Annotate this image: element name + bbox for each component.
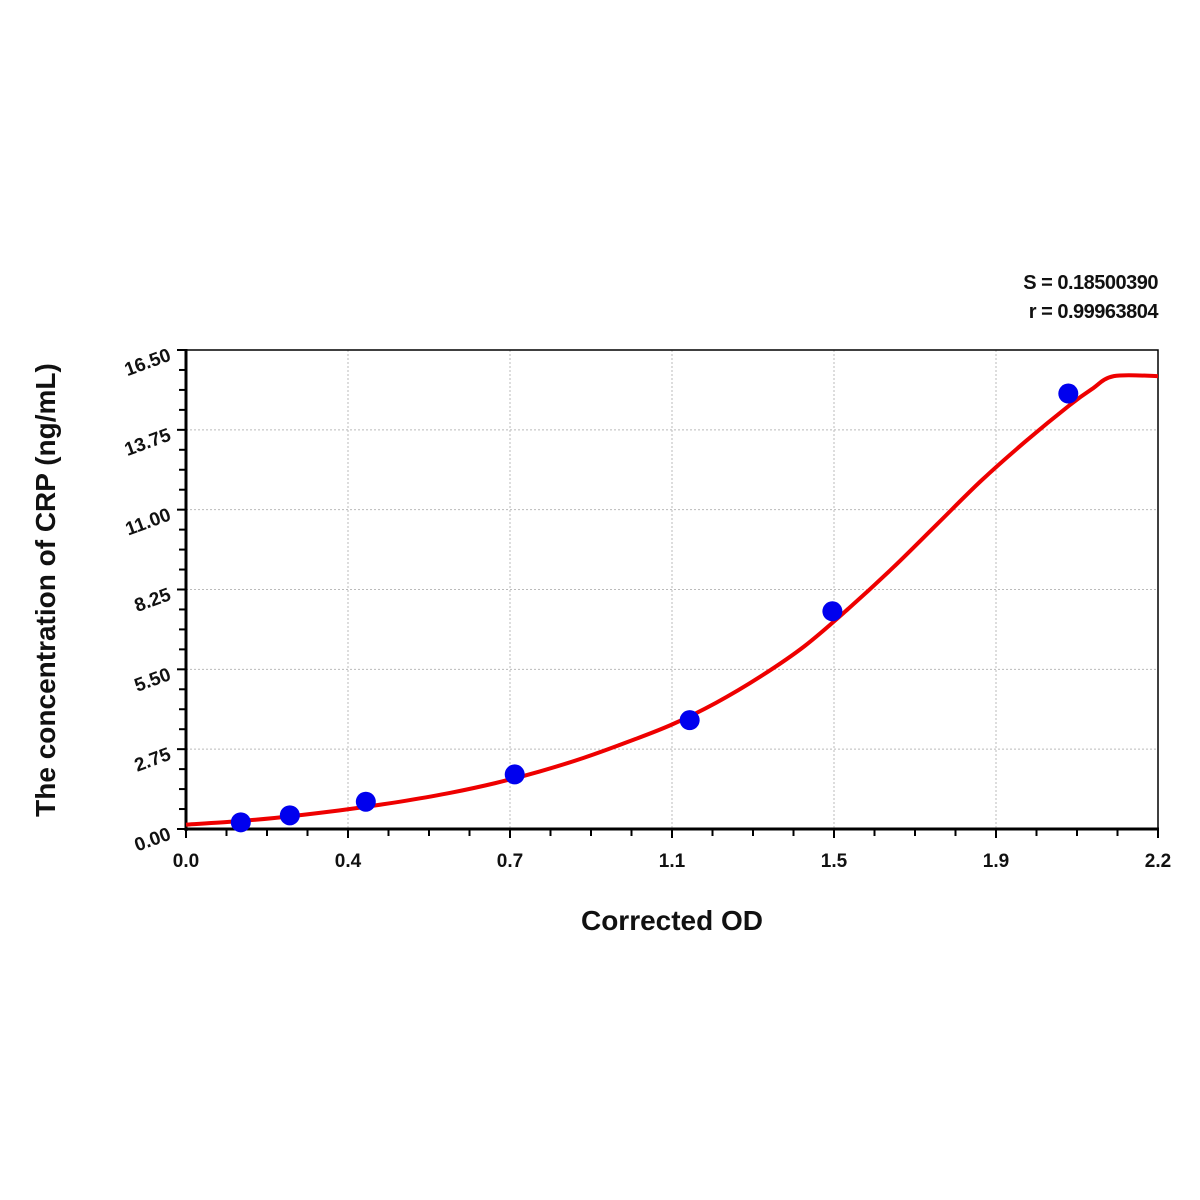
data-point: [822, 601, 843, 622]
stat-r: r = 0.99963804: [1029, 301, 1160, 323]
grid-lines: [186, 350, 1158, 829]
data-point: [1058, 383, 1079, 404]
y-tick-label: 2.75: [132, 744, 174, 777]
x-tick-label: 1.9: [983, 851, 1009, 872]
x-tick-label: 1.1: [659, 851, 686, 872]
x-tick-label: 1.5: [821, 851, 848, 872]
y-tick-label: 16.50: [122, 345, 174, 381]
data-point: [679, 710, 700, 731]
y-axis-title: The concentration of CRP (ng/mL): [30, 363, 61, 817]
data-point: [504, 764, 525, 785]
axis-ticks: [177, 349, 1159, 838]
x-axis-title: Corrected OD: [581, 905, 763, 936]
y-tick-label: 5.50: [132, 664, 174, 696]
y-tick-label: 11.00: [123, 505, 174, 541]
x-tick-label: 0.0: [173, 851, 199, 872]
x-tick-labels: 0.0 0.4 0.7 1.1 1.5 1.9 2.2: [173, 851, 1171, 872]
x-tick-label: 0.7: [497, 851, 523, 872]
stat-s: S = 0.18500390: [1023, 272, 1158, 294]
x-tick-label: 2.2: [1145, 851, 1171, 872]
y-tick-label: 13.75: [122, 425, 174, 461]
data-point: [230, 812, 251, 833]
y-tick-label: 8.25: [132, 584, 174, 617]
x-tick-label: 0.4: [335, 851, 362, 872]
y-tick-labels: 0.00 2.75 5.50 8.25 11.00 13.75 16.50: [122, 345, 174, 856]
data-point: [355, 791, 376, 812]
data-points: [230, 383, 1079, 833]
data-point: [279, 805, 300, 826]
y-tick-label: 0.00: [132, 824, 174, 856]
